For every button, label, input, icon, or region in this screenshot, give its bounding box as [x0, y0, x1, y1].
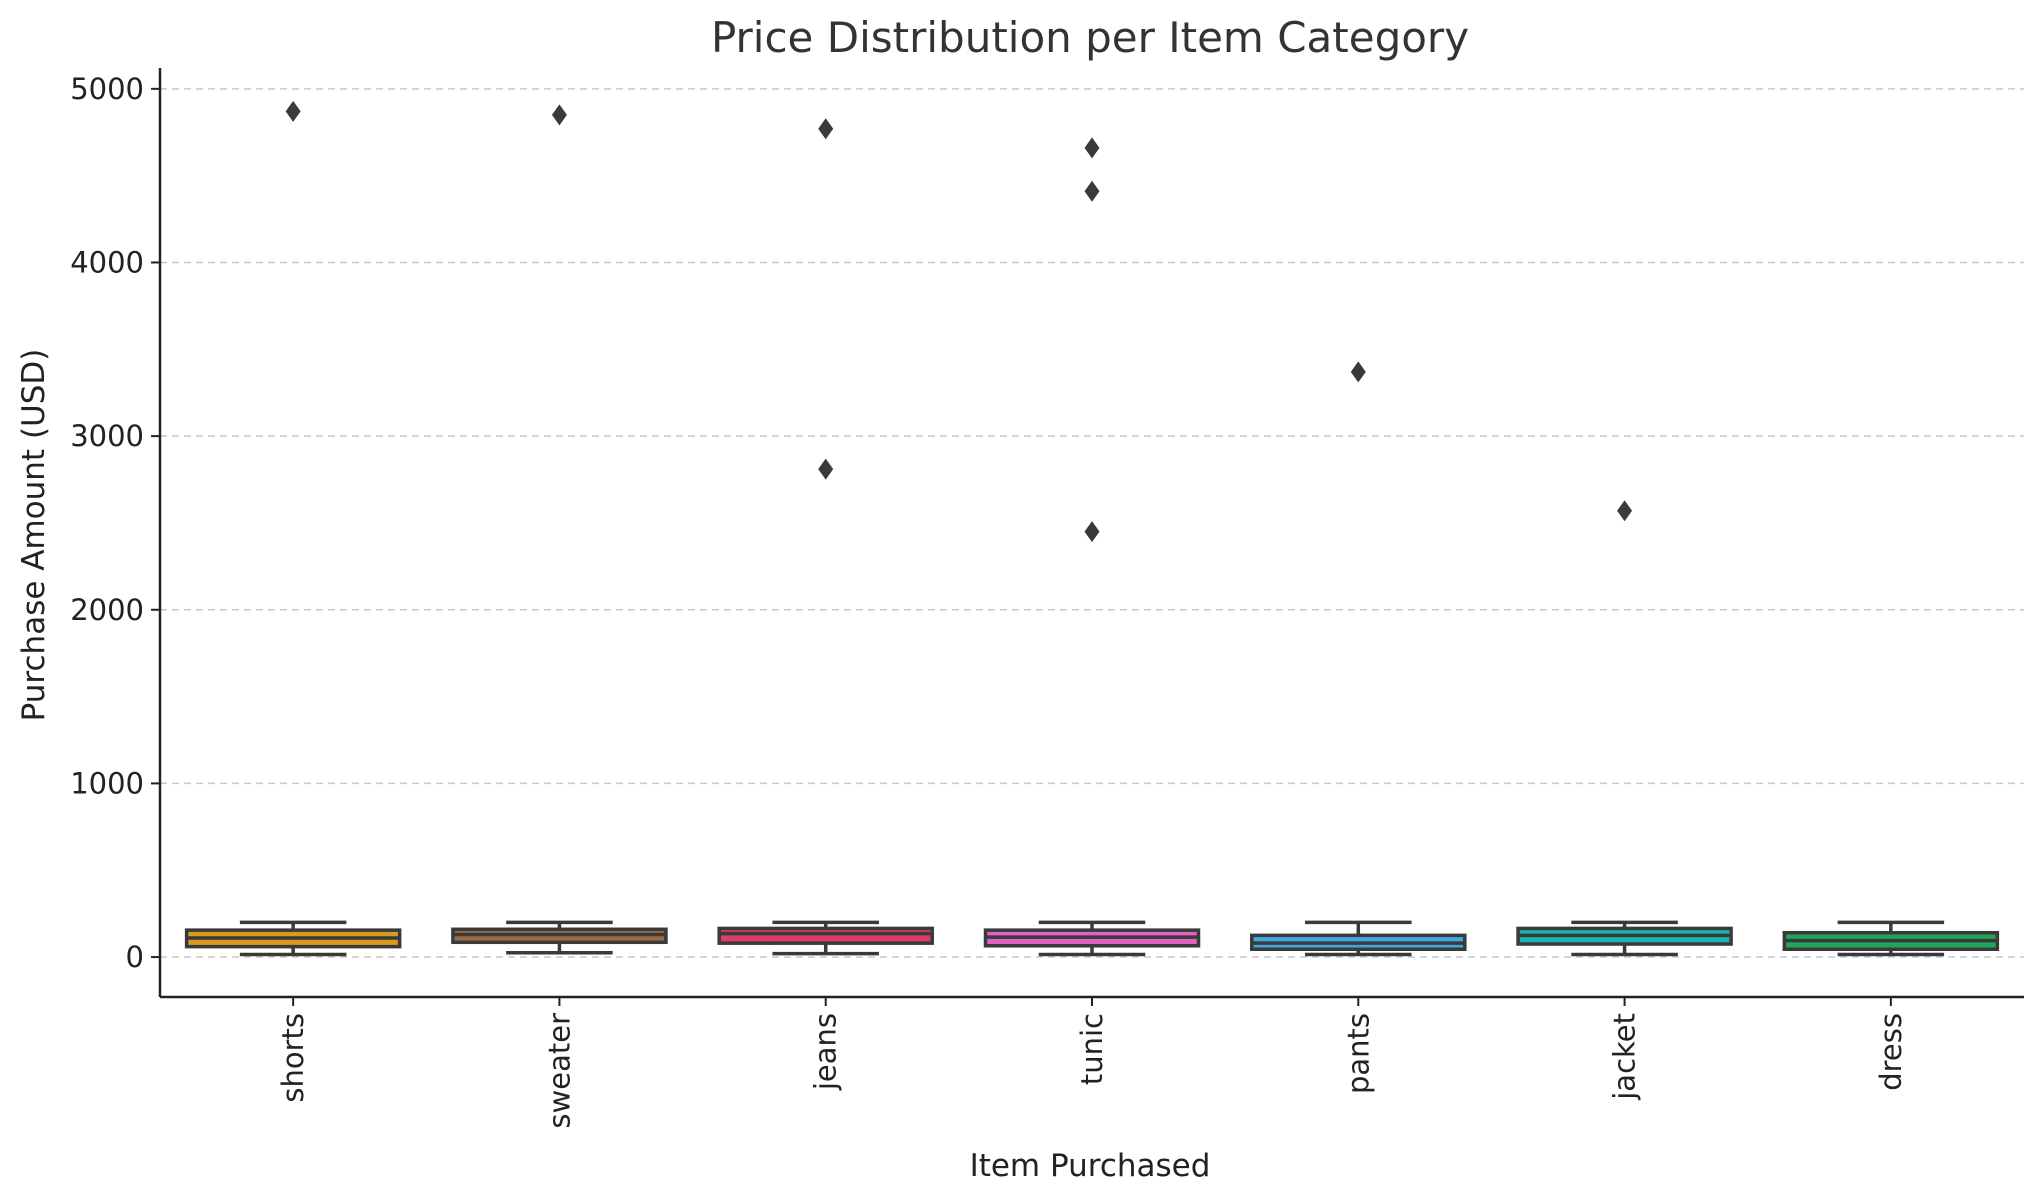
x-tick-label: jeans: [809, 1013, 843, 1091]
outlier-point: [1084, 137, 1100, 159]
x-tick-label: jacket: [1608, 1013, 1642, 1101]
box-jeans: [717, 118, 934, 956]
y-tick-label: 0: [126, 940, 144, 974]
y-tick-label: 3000: [70, 419, 144, 453]
x-tick-label: sweater: [542, 1013, 576, 1129]
box-shorts: [184, 100, 402, 957]
y-tick-label: 5000: [70, 72, 144, 106]
outlier-point: [1084, 521, 1100, 543]
x-axis-label: Item Purchased: [970, 1148, 1211, 1184]
y-axis-label: Purchase Amount (USD): [16, 349, 52, 722]
y-tick-label: 4000: [70, 245, 144, 279]
outlier-point: [285, 100, 301, 122]
y-tick-label: 1000: [70, 766, 144, 800]
box-pants: [1250, 361, 1467, 957]
boxes-layer: [184, 100, 2000, 957]
box-tunic: [983, 137, 1201, 957]
outlier-point: [551, 104, 567, 126]
x-tick-label: shorts: [276, 1013, 310, 1103]
outlier-point: [818, 118, 834, 140]
grid-layer: [160, 88, 2024, 958]
box-iqr: [717, 926, 934, 945]
axes-layer: 0 1000 2000 3000 4000 5000 shorts sweater jeans t…: [70, 68, 2024, 1129]
box-sweater: [451, 104, 668, 955]
chart-title: Price Distribution per Item Category: [711, 13, 1469, 62]
y-tick-label: 2000: [70, 593, 144, 627]
x-tick-label: pants: [1341, 1013, 1375, 1094]
box-jacket: [1516, 500, 1733, 957]
outlier-point: [1350, 361, 1366, 383]
box-dress: [1782, 920, 2000, 957]
outlier-point: [1617, 500, 1633, 522]
x-tick-label: dress: [1874, 1013, 1908, 1091]
outlier-point: [1084, 180, 1100, 202]
outlier-point: [818, 458, 834, 480]
x-tick-label: tunic: [1075, 1013, 1109, 1085]
